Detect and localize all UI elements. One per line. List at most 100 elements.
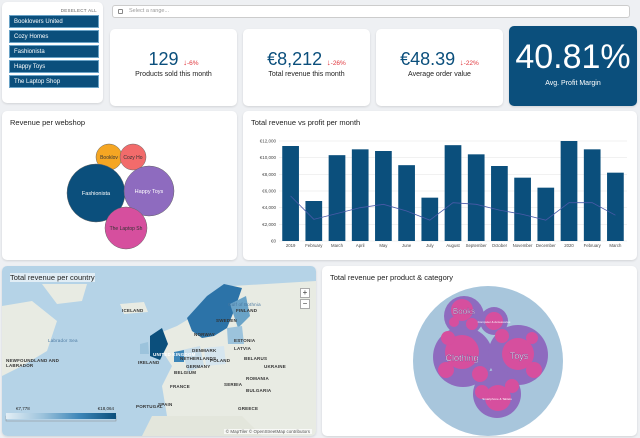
y-tick-label: €2,000 xyxy=(262,222,276,227)
product-bubble[interactable] xyxy=(485,312,503,330)
x-tick-label: December xyxy=(536,243,556,248)
x-tick-label: February xyxy=(584,243,602,248)
revenue-bar[interactable] xyxy=(491,166,508,241)
product-bubble[interactable] xyxy=(438,362,454,378)
kpi-label: Products sold this month xyxy=(135,71,212,78)
bubble-label: The Laptop Sh xyxy=(110,226,143,232)
map-label: BELGIUM xyxy=(174,370,197,375)
kpi-change: -26% xyxy=(330,60,346,67)
y-tick-label: €12,000 xyxy=(260,139,277,144)
product-bubble[interactable] xyxy=(466,318,478,330)
card-title: Revenue per webshop xyxy=(10,118,86,127)
product-bubble[interactable] xyxy=(505,379,519,393)
product-bubble[interactable] xyxy=(475,385,489,399)
bubble-happy-toys[interactable] xyxy=(123,165,175,217)
revenue-bar[interactable] xyxy=(398,165,415,241)
revenue-bar[interactable] xyxy=(560,141,578,241)
revenue-bar[interactable] xyxy=(467,154,485,241)
category-circle-pack: Books Clothing Toys Computer & Accessori… xyxy=(413,286,563,436)
card-title: Total revenue per country xyxy=(10,273,95,282)
map-region-uk xyxy=(150,328,168,360)
revenue-bar-chart: €0 €2,000 €4,000 €6,000 €8,000 €10,000 €12,000… xyxy=(260,139,627,248)
y-tick-label: €10,000 xyxy=(260,155,277,160)
zoom-out-button[interactable]: − xyxy=(300,299,310,309)
map-label: BELARUS xyxy=(244,356,268,361)
date-range-input[interactable]: Select a range... xyxy=(112,5,630,18)
country-map[interactable] xyxy=(2,266,316,436)
map-attribution[interactable]: © MapTiler © OpenStreetMap contributors xyxy=(223,429,312,434)
x-tick-label: April xyxy=(356,243,365,248)
product-bubble[interactable] xyxy=(441,331,455,345)
bubble-cozy-homes[interactable] xyxy=(119,143,147,171)
map-label: BULGARIA xyxy=(246,388,272,393)
webshop-option-cozy-homes[interactable]: Cozy Homes xyxy=(9,30,99,43)
revenue-bar[interactable] xyxy=(282,146,299,241)
calendar-icon xyxy=(118,9,123,14)
map-sea-label: Labrador Sea xyxy=(48,338,78,343)
revenue-vs-profit-card: Total revenue vs profit per month €0 €2,0… xyxy=(243,111,637,260)
category-label-smartphone: Smartphone & Tablets xyxy=(482,397,512,401)
product-bubble[interactable] xyxy=(445,335,479,369)
date-range-placeholder: Select a range... xyxy=(129,8,170,14)
deselect-all-link[interactable]: DESELECT ALL xyxy=(60,8,97,13)
webshop-option-laptop-shop[interactable]: The Laptop Shop xyxy=(9,75,99,88)
product-bubble[interactable] xyxy=(449,317,459,327)
revenue-bar[interactable] xyxy=(607,172,624,241)
kpi-profit-margin: 40.81% Avg. Profit Margin xyxy=(509,26,637,106)
revenue-bar[interactable] xyxy=(351,149,369,241)
webshop-option-happy-toys[interactable]: Happy Toys xyxy=(9,60,99,73)
revenue-bar[interactable] xyxy=(514,177,531,241)
revenue-bar[interactable] xyxy=(444,145,462,241)
bubble-chart: Booklov Cozy Ho Fashionista Happy Toys T… xyxy=(66,143,175,250)
product-bubble[interactable] xyxy=(472,366,488,382)
webshop-option-booklovers[interactable]: Booklovers United xyxy=(9,15,99,28)
product-bubble[interactable] xyxy=(502,338,534,370)
map-region-poland xyxy=(204,346,226,366)
revenue-bar[interactable] xyxy=(537,187,555,241)
product-bubble[interactable] xyxy=(451,299,473,321)
bubble-laptop-shop[interactable] xyxy=(104,206,148,250)
card-title: Total revenue vs profit per month xyxy=(251,118,361,127)
kpi-value: 129 xyxy=(148,49,179,69)
card-title: Total revenue per product & category xyxy=(330,273,453,282)
legend-max: €18,064 xyxy=(97,406,114,411)
revenue-bar[interactable] xyxy=(305,201,323,241)
map-label: LATVIA xyxy=(234,346,252,351)
revenue-bar[interactable] xyxy=(583,149,601,241)
bubble-label: Cozy Ho xyxy=(123,155,142,161)
map-label: SWEDEN xyxy=(216,318,237,323)
map-region-scandinavia xyxy=(187,284,242,338)
map-label: NETHERLANDS xyxy=(180,356,217,361)
x-tick-label: June xyxy=(402,243,412,248)
map-label: POLAND xyxy=(210,358,231,363)
zoom-in-button[interactable]: + xyxy=(300,288,310,298)
revenue-per-product-card: Total revenue per product & category Boo… xyxy=(322,266,637,436)
map-label: IRELAND xyxy=(138,360,160,365)
map-label: ESTONIA xyxy=(234,338,256,343)
webshop-option-fashionista[interactable]: Fashionista xyxy=(9,45,99,58)
map-label: FINLAND xyxy=(236,308,258,313)
arrow-down-icon: ↓ xyxy=(326,58,331,67)
map-label: ROMANIA xyxy=(246,376,269,381)
map-region-netherlands xyxy=(174,350,184,362)
x-tick-label: 2019 xyxy=(286,243,296,248)
map-label: GREECE xyxy=(238,406,259,411)
product-bubble[interactable] xyxy=(526,362,542,378)
bubble-label: Booklov xyxy=(100,155,118,161)
x-tick-label: March xyxy=(331,243,344,248)
revenue-bar[interactable] xyxy=(375,151,392,241)
map-label: NORWAY xyxy=(194,332,215,337)
kpi-value: €48.39 xyxy=(400,49,456,69)
map-land-greenland xyxy=(42,284,87,304)
kpi-avg-order-value: €48.39 ↓-22% Average order value xyxy=(376,29,503,106)
map-region-germany xyxy=(182,346,204,372)
product-bubble[interactable] xyxy=(526,332,538,344)
category-label-computer: Computer & Accessories xyxy=(478,320,511,324)
product-bubble[interactable] xyxy=(485,385,511,411)
kpi-value-row: 129 ↓-6% xyxy=(110,49,237,70)
revenue-bar[interactable] xyxy=(328,155,346,241)
revenue-bar[interactable] xyxy=(421,197,439,241)
map-label: SPAIN xyxy=(158,402,173,407)
x-tick-label: September xyxy=(466,243,488,248)
product-bubble[interactable] xyxy=(495,329,509,343)
